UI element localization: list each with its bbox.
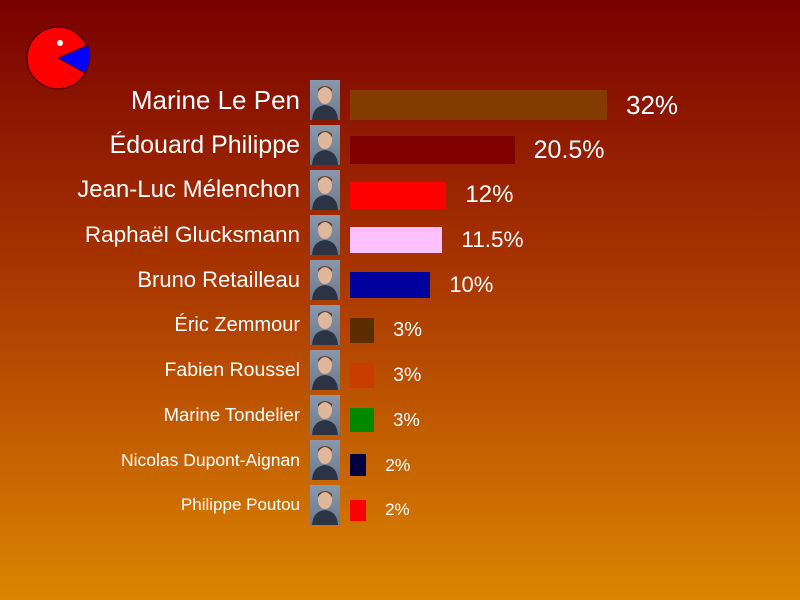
category-label: Philippe Poutou — [180, 495, 300, 514]
value-label: 32% — [626, 89, 679, 120]
bar — [350, 408, 375, 432]
candidate-portrait-icon — [310, 170, 340, 210]
value-label: 2% — [385, 454, 411, 475]
candidate-portrait-icon — [310, 305, 340, 345]
value-label: 3% — [393, 363, 422, 386]
value-label: 3% — [393, 409, 420, 430]
bar — [350, 181, 447, 209]
candidate-portrait-icon — [310, 485, 340, 525]
category-label: Marine Tondelier — [163, 404, 300, 425]
category-label: Raphaël Glucksmann — [84, 222, 300, 247]
bar-row: Fabien Roussel 3% — [0, 350, 800, 390]
bar-row: Marine Tondelier 3% — [0, 395, 800, 435]
bar-row: Philippe Poutou 2% — [0, 485, 800, 525]
bar — [350, 499, 367, 521]
candidate-portrait-icon — [310, 395, 340, 435]
candidate-portrait-icon — [310, 440, 340, 480]
bar-row: Raphaël Glucksmann 11.5% — [0, 215, 800, 255]
category-label: Édouard Philippe — [109, 130, 300, 159]
bar — [350, 454, 367, 476]
bar-row: Bruno Retailleau 10% — [0, 260, 800, 300]
candidate-portrait-icon — [310, 350, 340, 390]
bar — [350, 317, 375, 343]
category-label: Bruno Retailleau — [137, 267, 300, 292]
bar-row: Nicolas Dupont-Aignan 2% — [0, 440, 800, 480]
candidate-portrait-icon — [310, 125, 340, 165]
candidate-portrait-icon — [310, 80, 340, 120]
bar — [350, 136, 515, 164]
pie-chart-logo-icon — [26, 26, 91, 90]
bar — [350, 90, 607, 120]
bar — [350, 272, 431, 298]
bar-row: Édouard Philippe 20.5% — [0, 125, 800, 165]
bar-row: Marine Le Pen 32% — [0, 80, 800, 120]
candidate-portrait-icon — [310, 260, 340, 300]
category-label: Fabien Roussel — [164, 358, 301, 381]
value-label: 20.5% — [533, 135, 605, 164]
category-label: Éric Zemmour — [174, 313, 300, 336]
bar-row: Éric Zemmour 3% — [0, 305, 800, 345]
value-label: 10% — [449, 272, 494, 297]
category-label: Jean-Luc Mélenchon — [77, 176, 300, 203]
bar-row: Jean-Luc Mélenchon 12% — [0, 170, 800, 210]
value-label: 11.5% — [461, 227, 524, 252]
bar — [350, 362, 375, 388]
value-label: 3% — [393, 318, 422, 341]
category-label: Nicolas Dupont-Aignan — [121, 449, 300, 470]
category-label: Marine Le Pen — [130, 84, 300, 115]
value-label: 2% — [385, 500, 410, 519]
value-label: 12% — [465, 181, 514, 208]
bar — [350, 227, 443, 253]
candidate-portrait-icon — [310, 215, 340, 255]
